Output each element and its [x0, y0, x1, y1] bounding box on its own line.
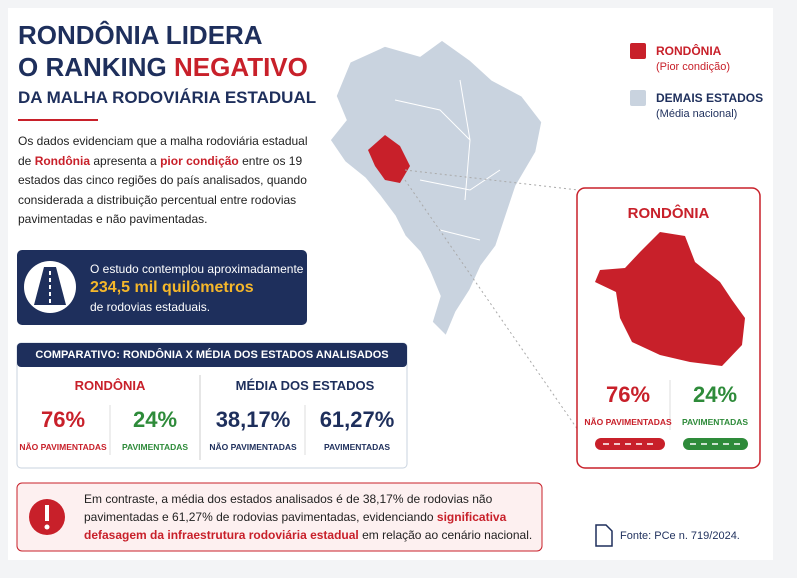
legend-swatch	[630, 43, 646, 59]
pct-label: PAVIMENTADAS	[323, 442, 391, 452]
rondonia-shape	[595, 232, 745, 366]
highlight: pior condição	[160, 153, 239, 168]
highlight: significativa defasagem da infraestrutur…	[84, 510, 507, 542]
study-highlight: 234,5 mil quilômetros	[90, 279, 254, 296]
legend-note: (Média nacional)	[656, 108, 738, 120]
note-box	[16, 482, 543, 552]
pointer	[404, 169, 579, 191]
pointer	[404, 179, 579, 431]
title: O RANKING	[18, 52, 174, 82]
group-name: MÉDIA DOS ESTADOS	[235, 378, 375, 393]
study-box	[17, 250, 307, 325]
title: RONDÔNIA LIDERA	[18, 20, 263, 50]
pct-label: NÃO PAVIMENTADAS	[209, 442, 297, 452]
pct-label: PAVIMENTADAS	[121, 442, 189, 452]
comparison-title: COMPARATIVO: RONDÔNIA X MÉDIA DOS ESTADO…	[35, 349, 389, 361]
highlight: Rondônia	[34, 153, 91, 168]
title: O RANKING NEGATIVO	[18, 52, 308, 82]
doc-icon	[595, 524, 613, 547]
legend-swatch	[630, 90, 646, 106]
note: Em contraste, a média dos estados analis…	[84, 490, 534, 544]
text: Em contraste, a média dos estados analis…	[84, 492, 493, 524]
text: entre os 19 estados das cinco regiões do…	[18, 153, 307, 227]
source: Fonte: PCe n. 719/2024.	[620, 530, 740, 542]
pct-label: NÃO PAVIMENTADAS	[19, 442, 107, 452]
text: apresenta a	[90, 153, 161, 168]
legend-note: (Pior condição)	[656, 61, 730, 73]
alert-icon	[44, 524, 50, 530]
comparison-header	[17, 343, 407, 367]
title-highlight: NEGATIVO	[174, 52, 308, 82]
card-title: RONDÔNIA	[627, 205, 710, 222]
study-text: O estudo contemplou aproximadamente	[90, 262, 304, 276]
brazil-map	[329, 39, 543, 338]
legend-name: RONDÔNIA	[656, 44, 722, 58]
text: Os dados evidenciam que a malha rodoviár…	[18, 134, 308, 168]
subtitle: DA MALHA RODOVIÁRIA ESTADUAL	[18, 88, 317, 107]
group-name: RONDÔNIA	[74, 378, 146, 393]
alert-icon	[45, 505, 49, 521]
pct: 24%	[692, 382, 738, 407]
pct: 38,17%	[215, 407, 291, 432]
legend-name: DEMAIS ESTADOS	[656, 91, 764, 105]
pct-label: PAVIMENTADAS	[681, 417, 749, 427]
pct-label: NÃO PAVIMENTADAS	[584, 417, 672, 427]
pct: 61,27%	[319, 407, 395, 432]
pct: 76%	[605, 382, 651, 407]
state-borders	[394, 79, 501, 241]
rondonia-map	[368, 135, 410, 183]
study-text: de rodovias estaduais.	[90, 300, 211, 314]
intro: Os dados evidenciam que a malha rodoviár…	[18, 132, 318, 230]
pct: 76%	[40, 407, 86, 432]
text: em relação ao cenário nacional.	[358, 528, 533, 542]
pct: 24%	[132, 407, 178, 432]
